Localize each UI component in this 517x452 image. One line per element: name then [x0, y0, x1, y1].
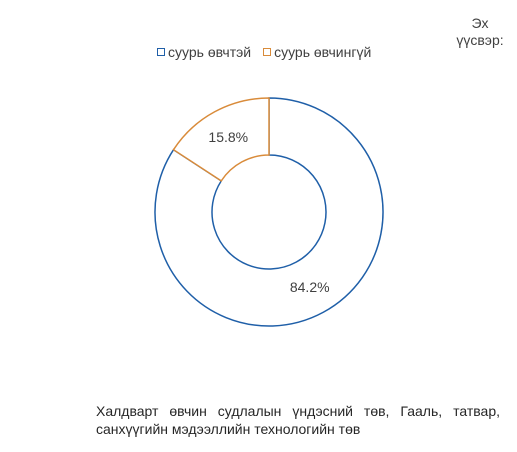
source-caption: Халдварт өвчин судлалын үндэсний төв, Га… [96, 403, 500, 437]
legend-item-without-condition: суурь өвчингүй [263, 44, 371, 60]
data-label-with-condition: 84.2% [290, 279, 330, 295]
legend-swatch-with-condition [157, 48, 165, 56]
data-label-without-condition: 15.8% [208, 129, 248, 145]
chart-legend: суурь өвчтэй суурь өвчингүй [157, 44, 371, 60]
legend-label-with-condition: суурь өвчтэй [168, 44, 252, 60]
legend-item-with-condition: суурь өвчтэй [157, 44, 251, 60]
legend-label-without-condition: суурь өвчингүй [274, 44, 372, 60]
donut-slice-without-condition [172, 97, 270, 182]
donut-slice-with-condition [154, 97, 384, 327]
legend-swatch-without-condition [263, 48, 272, 56]
source-label: Эх үүсвэр: [456, 15, 504, 48]
